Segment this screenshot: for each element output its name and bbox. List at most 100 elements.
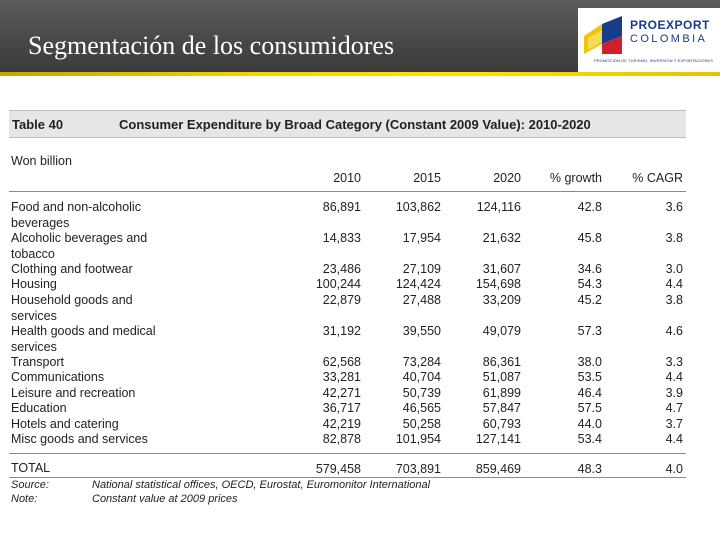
table-cell: 3.6: [665, 200, 683, 214]
table-cell: 4.6: [665, 324, 683, 338]
unit-label: Won billion: [11, 154, 72, 168]
table-cell: 22,879: [322, 293, 361, 307]
table-cell: 46,565: [402, 401, 441, 415]
row-label-food: Food and non-alcoholic beverages: [11, 200, 141, 230]
footer-divider: [9, 477, 686, 478]
table-cell: 3.9: [665, 386, 683, 400]
total-cell: 4.0: [665, 462, 683, 476]
table-cell: 73,284: [402, 355, 441, 369]
table-cell: 124,424: [395, 277, 441, 291]
logo-word-colombia: COLOMBIA: [630, 33, 708, 45]
row-label-total: TOTAL: [11, 461, 51, 475]
row-label-alcohol: Alcoholic beverages and tobacco: [11, 231, 148, 261]
table-cell: 124,116: [476, 200, 521, 214]
row-label-hotels: Hotels and catering: [11, 417, 119, 431]
table-cell: 34.6: [577, 262, 602, 276]
table-cell: 127,141: [475, 432, 521, 446]
row-label-housing: Housing: [11, 277, 57, 291]
table-cell: 45.2: [577, 293, 602, 307]
table-cell: 23,486: [322, 262, 361, 276]
table-cell: 14,833: [322, 231, 361, 245]
source-text: National statistical offices, OECD, Euro…: [92, 479, 431, 491]
table-cell: 60,793: [482, 417, 521, 431]
table-cell: 27,488: [402, 293, 441, 307]
table-cell: 50,258: [402, 417, 441, 431]
row-label-misc: Misc goods and services: [11, 432, 148, 446]
header-accent-line: [0, 72, 720, 76]
logo-word-proexport: PROEXPORT: [630, 18, 710, 32]
table-cell: 33,209: [482, 293, 521, 307]
total-cell: 859,469: [475, 462, 521, 476]
column-header-2010: 2010: [333, 171, 361, 185]
table-cell: 4.4: [665, 370, 683, 384]
table-cell: 103,862: [395, 200, 441, 214]
table-cell: 101,954: [395, 432, 441, 446]
column-header-cagr: % CAGR: [632, 171, 683, 185]
row-label-education: Education: [11, 401, 67, 415]
table-cell: 42,271: [322, 386, 361, 400]
header-divider: [9, 191, 686, 192]
table-cell: 3.8: [665, 231, 683, 245]
logo-tagline: PROMOCIÓN DE TURISMO, INVERSIÓN Y EXPORT…: [594, 58, 714, 63]
note-text: Constant value at 2009 prices: [92, 493, 238, 505]
table-cell: 62,568: [322, 355, 361, 369]
row-label-clothing: Clothing and footwear: [11, 262, 133, 276]
table-cell: 53.5: [577, 370, 602, 384]
table-cell: 4.4: [665, 432, 683, 446]
table-cell: 61,899: [482, 386, 521, 400]
total-cell: 579,458: [315, 462, 361, 476]
column-header-2015: 2015: [413, 171, 441, 185]
table-cell: 51,087: [482, 370, 521, 384]
table-cell: 42,219: [322, 417, 361, 431]
table-cell: 46.4: [577, 386, 602, 400]
table-cell: 3.7: [665, 417, 683, 431]
total-cell: 703,891: [395, 462, 441, 476]
table-cell: 53.4: [577, 432, 602, 446]
table-cell: 54.3: [577, 277, 602, 291]
column-header-growth: % growth: [549, 171, 602, 185]
row-label-communications: Communications: [11, 370, 105, 384]
table-cell: 3.3: [665, 355, 683, 369]
table-cell: 31,607: [482, 262, 521, 276]
table-cell: 57.3: [577, 324, 602, 338]
table-title-bar: Table 40 Consumer Expenditure by Broad C…: [9, 110, 686, 138]
proexport-logo-icon: [584, 16, 622, 54]
table-cell: 21,632: [482, 231, 521, 245]
table-cell: 50,739: [402, 386, 441, 400]
column-header-2020: 2020: [493, 171, 521, 185]
table-cell: 82,878: [322, 432, 361, 446]
table-cell: 44.0: [577, 417, 602, 431]
row-label-transport: Transport: [11, 355, 65, 369]
table-cell: 39,550: [402, 324, 441, 338]
total-divider: [9, 453, 686, 454]
row-label-leisure: Leisure and recreation: [11, 386, 136, 400]
table-cell: 42.8: [577, 200, 602, 214]
source-label: Source:: [11, 479, 49, 491]
row-label-health: Health goods and medical services: [11, 324, 156, 354]
table-cell: 3.8: [665, 293, 683, 307]
table-cell: 40,704: [402, 370, 441, 384]
table-cell: 17,954: [402, 231, 441, 245]
table-cell: 4.7: [665, 401, 683, 415]
table-cell: 38.0: [577, 355, 602, 369]
table-cell: 86,891: [322, 200, 361, 214]
table-cell: 33,281: [322, 370, 361, 384]
row-label-household: Household goods and services: [11, 293, 133, 323]
table-cell: 57.5: [577, 401, 602, 415]
table-cell: 3.0: [665, 262, 683, 276]
table-cell: 154,698: [475, 277, 521, 291]
proexport-logo: PROEXPORT COLOMBIA PROMOCIÓN DE TURISMO,…: [578, 8, 720, 74]
table-cell: 100,244: [315, 277, 361, 291]
table-cell: 36,717: [322, 401, 361, 415]
slide-title: Segmentación de los consumidores: [28, 31, 395, 60]
table-cell: 4.4: [665, 277, 683, 291]
table-cell: 45.8: [577, 231, 602, 245]
total-cell: 48.3: [577, 462, 602, 476]
slide-header: Segmentación de los consumidores PROEXPO…: [0, 0, 720, 76]
note-label: Note:: [11, 493, 38, 505]
table-title: Consumer Expenditure by Broad Category (…: [119, 117, 591, 132]
table-cell: 27,109: [402, 262, 441, 276]
table-number: Table 40: [12, 117, 64, 132]
table-cell: 31,192: [322, 324, 361, 338]
table-cell: 57,847: [482, 401, 521, 415]
